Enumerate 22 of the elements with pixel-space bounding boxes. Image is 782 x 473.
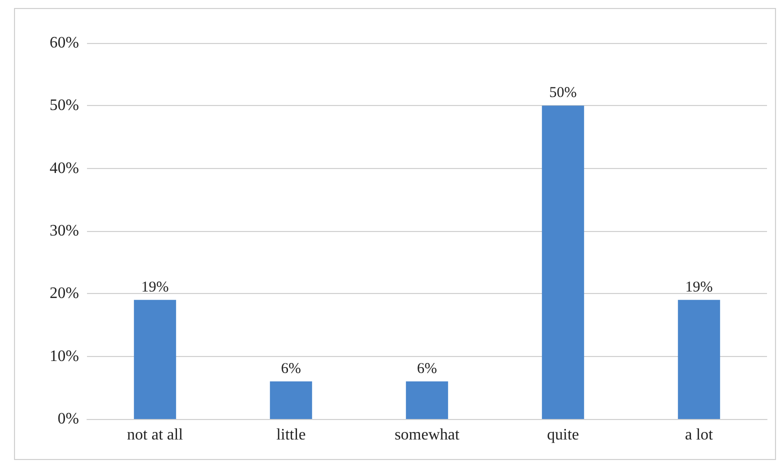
x-tick-label: somewhat bbox=[394, 426, 460, 444]
data-label: 19% bbox=[141, 279, 169, 296]
bar bbox=[542, 106, 584, 419]
y-tick-label: 60% bbox=[50, 34, 79, 52]
y-tick-label: 30% bbox=[50, 222, 79, 240]
y-tick-label: 10% bbox=[50, 348, 79, 365]
bar bbox=[406, 381, 448, 419]
x-tick-label: not at all bbox=[127, 426, 184, 444]
y-tick-label: 40% bbox=[50, 160, 79, 177]
data-label: 6% bbox=[417, 360, 437, 377]
data-label: 6% bbox=[281, 360, 301, 377]
bar bbox=[270, 381, 312, 419]
data-label: 19% bbox=[685, 279, 713, 296]
x-tick-label: a lot bbox=[685, 426, 714, 444]
y-tick-label: 20% bbox=[50, 285, 79, 302]
data-label: 50% bbox=[549, 85, 577, 102]
bar bbox=[134, 300, 176, 419]
x-tick-label: little bbox=[276, 426, 306, 444]
bar bbox=[678, 300, 720, 419]
y-tick-label: 50% bbox=[50, 97, 79, 114]
y-tick-label: 0% bbox=[58, 410, 79, 428]
x-tick-label: quite bbox=[547, 426, 579, 444]
